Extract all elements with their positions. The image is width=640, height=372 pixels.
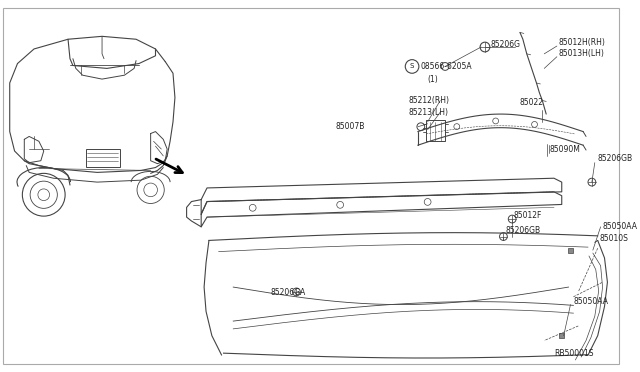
Text: 85050AA: 85050AA [603, 222, 637, 231]
Text: 85206GB: 85206GB [598, 154, 633, 163]
Text: 85206G: 85206G [491, 39, 521, 49]
Bar [426, 120, 445, 141]
Bar [568, 248, 573, 253]
Bar [559, 333, 564, 338]
Text: 85012F: 85012F [513, 211, 541, 219]
Text: 85212(RH): 85212(RH) [408, 96, 449, 105]
Text: 85213(LH): 85213(LH) [408, 108, 448, 117]
Text: 85206GB: 85206GB [506, 226, 541, 235]
Text: 85007B: 85007B [335, 122, 364, 131]
Text: 85010S: 85010S [600, 234, 628, 243]
Text: 85022: 85022 [520, 98, 544, 107]
Text: 85206GA: 85206GA [270, 288, 305, 297]
Text: S: S [410, 64, 414, 70]
Text: 85050AA: 85050AA [573, 297, 609, 306]
Text: RB50001S: RB50001S [554, 349, 593, 357]
Text: (1): (1) [428, 75, 438, 84]
Text: 85012H(RH): 85012H(RH) [559, 38, 605, 46]
Text: 85013H(LH): 85013H(LH) [559, 49, 605, 58]
Bar [86, 149, 120, 167]
Text: 08566-6205A: 08566-6205A [421, 62, 472, 71]
Text: 85090M: 85090M [549, 145, 580, 154]
